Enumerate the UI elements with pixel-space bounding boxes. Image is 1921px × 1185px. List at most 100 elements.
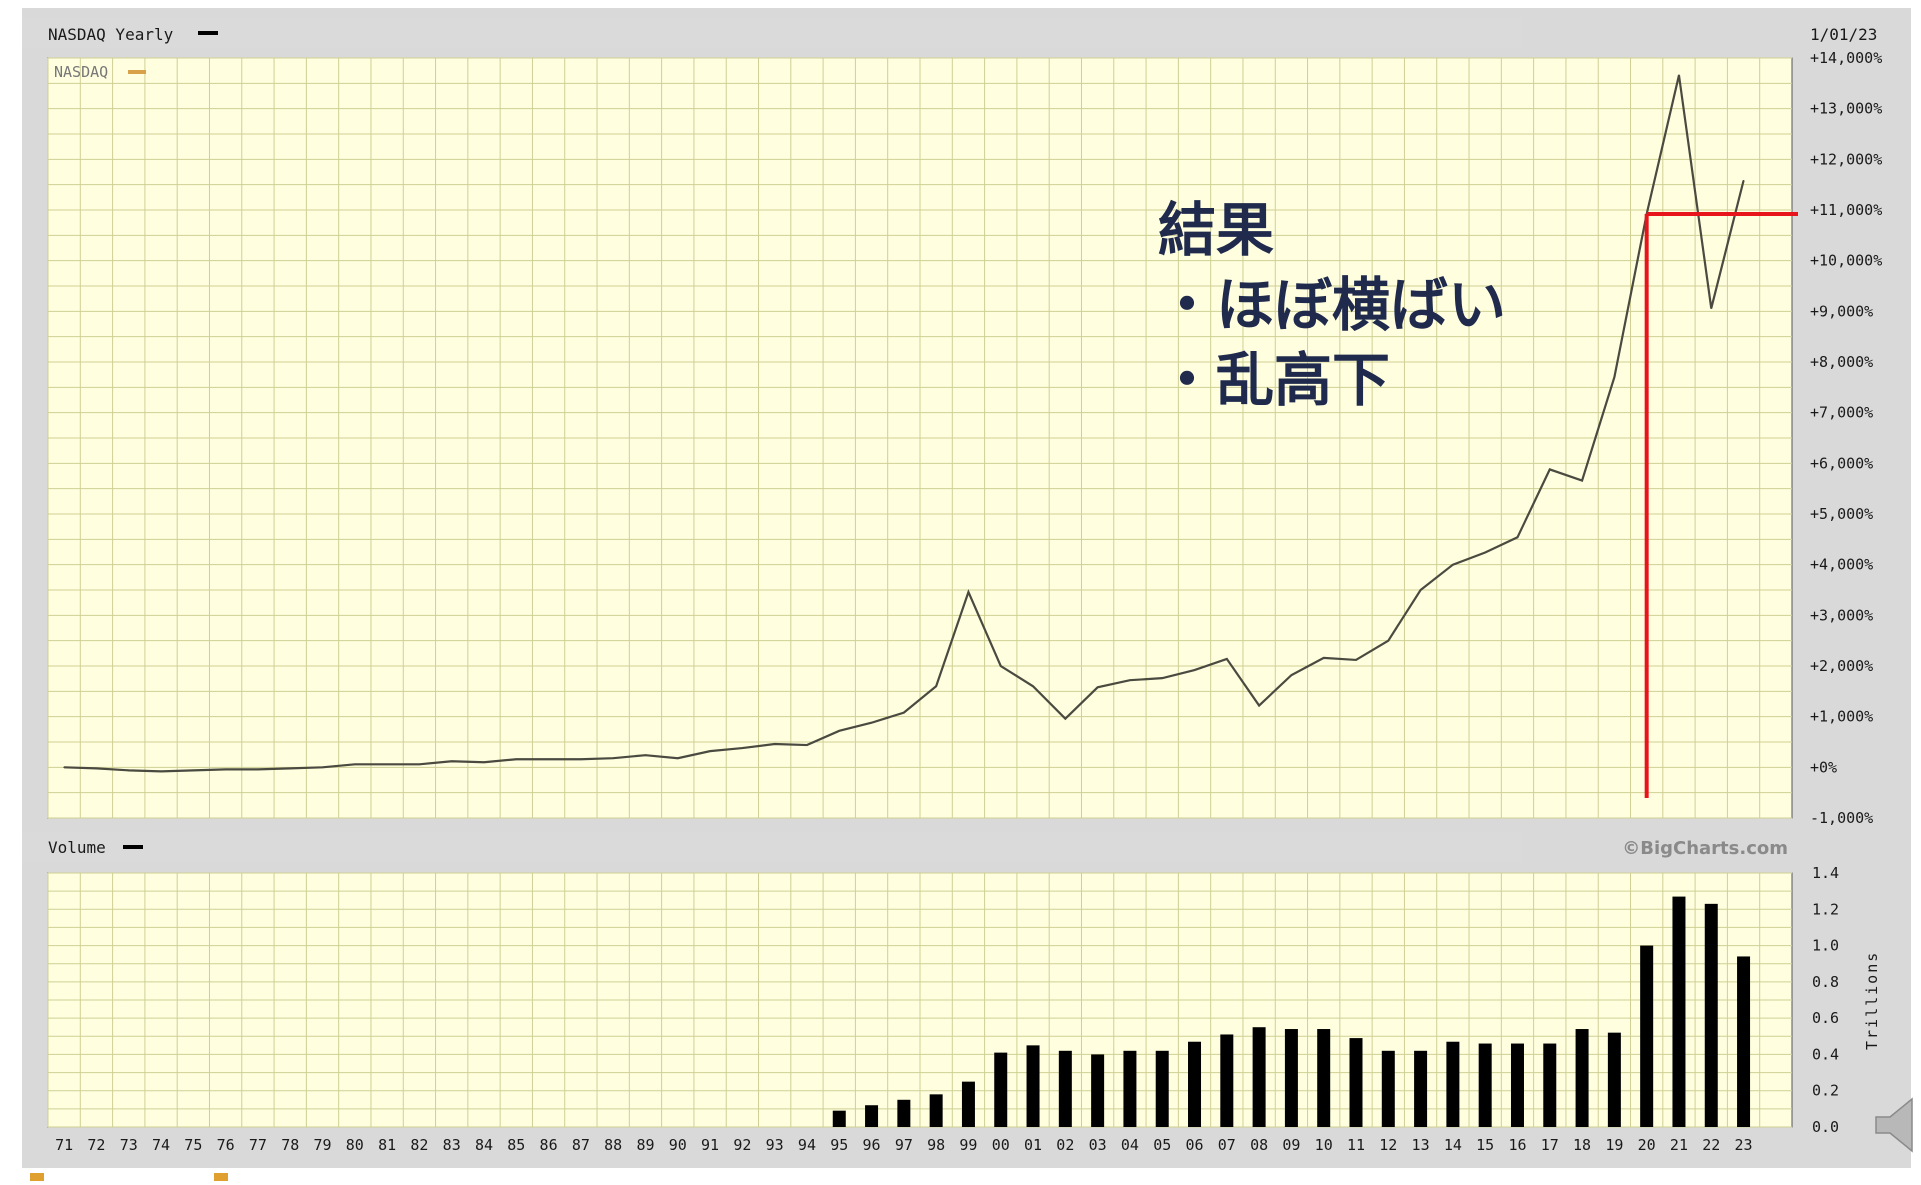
price-y-tick: +1,000% [1810,708,1873,726]
volume-title: Volume [48,838,106,857]
x-tick-label: 72 [87,1136,105,1154]
x-tick-label: 99 [959,1136,977,1154]
volume-bar [1381,1050,1395,1127]
price-point [1678,74,1680,77]
volume-y-tick: 1.2 [1812,900,1839,918]
price-point [1419,589,1422,591]
x-tick-label: 05 [1153,1136,1171,1154]
volume-bar [865,1105,879,1127]
x-tick-label: 80 [346,1136,364,1154]
x-tick-label: 15 [1476,1136,1494,1154]
x-tick-label: 88 [604,1136,622,1154]
x-tick-label: 22 [1702,1136,1720,1154]
volume-y-tick: 0.0 [1812,1118,1839,1136]
price-point [1548,468,1551,471]
x-tick-label: 81 [378,1136,396,1154]
price-point [257,768,259,771]
price-y-tick: +14,000% [1810,49,1882,67]
price-point [1581,479,1583,482]
price-y-tick: +13,000% [1810,100,1882,118]
x-tick-label: 18 [1573,1136,1591,1154]
x-tick-label: 20 [1638,1136,1656,1154]
volume-bar [1123,1050,1137,1127]
header-bar [22,18,1522,48]
price-point [1258,704,1260,707]
price-y-tick: +12,000% [1810,150,1882,168]
price-y-tick: +2,000% [1810,657,1873,675]
price-point [903,711,905,714]
price-point [870,721,873,724]
x-tick-label: 01 [1024,1136,1042,1154]
price-y-tick: -1,000% [1810,809,1873,827]
volume-bar [1091,1054,1105,1127]
x-tick-label: 13 [1412,1136,1430,1154]
volume-bar [1446,1041,1460,1127]
copyright-text: ©BigCharts.com [1622,838,1788,859]
x-tick-label: 95 [830,1136,848,1154]
price-point [1484,551,1486,554]
volume-bar [1672,896,1686,1127]
x-tick-label: 87 [572,1136,590,1154]
price-point [127,769,130,772]
x-tick-label: 19 [1605,1136,1623,1154]
price-point [1290,674,1293,676]
price-point [1193,669,1196,671]
price-grid [47,57,1792,819]
price-point [515,758,518,761]
price-point [709,750,711,752]
price-point [1516,536,1519,539]
x-tick-label: 75 [184,1136,202,1154]
price-point [1064,717,1067,720]
price-y-tick: +3,000% [1810,606,1873,624]
volume-bar [1575,1029,1589,1127]
price-y-tick: +5,000% [1810,505,1873,523]
price-point [1387,639,1390,642]
price-points [63,74,1745,773]
x-tick-label: 12 [1379,1136,1397,1154]
x-tick-label: 74 [152,1136,170,1154]
volume-bar [1026,1045,1040,1127]
x-tick-label: 17 [1541,1136,1559,1154]
x-tick-label: 16 [1508,1136,1526,1154]
x-tick-label: 10 [1315,1136,1333,1154]
x-tick-label: 98 [927,1136,945,1154]
x-tick-label: 07 [1218,1136,1236,1154]
footer-edit-icons[interactable] [30,1173,250,1181]
price-point [1226,658,1228,660]
volume-bar [1607,1032,1621,1127]
x-tick-label: 91 [701,1136,719,1154]
price-y-tick: +10,000% [1810,252,1882,270]
price-y-tick: +0% [1810,758,1837,776]
x-tick-label: 90 [669,1136,687,1154]
price-point [1096,686,1099,689]
price-point [838,730,841,732]
price-point [1452,563,1454,566]
price-y-tick: +6,000% [1810,454,1873,472]
price-y-axis: +14,000% +13,000% +12,000% +11,000% +10,000%… [1810,49,1882,827]
price-point [192,769,195,772]
price-y-tick: +7,000% [1810,404,1873,422]
x-tick-label: 00 [992,1136,1010,1154]
volume-bar [994,1052,1008,1127]
price-point [1613,376,1616,379]
volume-header-bar [22,832,1522,862]
price-point [935,685,937,688]
price-point [612,757,614,760]
volume-bar [1284,1029,1298,1127]
volume-y-tick: 1.4 [1812,864,1839,882]
volume-y-tick: 0.8 [1812,973,1839,991]
speaker-icon[interactable] [1870,1095,1920,1155]
volume-y-axis: 1.4 1.2 1.0 0.8 0.6 0.4 0.2 0.0 [1812,864,1839,1136]
x-tick-label: 08 [1250,1136,1268,1154]
x-tick-label: 02 [1056,1136,1074,1154]
annotation-line-3: ・乱高下 [1158,346,1390,414]
volume-y-label: Trillions [1863,951,1881,1050]
chart-date: 1/01/23 [1810,25,1877,44]
x-tick-label: 86 [540,1136,558,1154]
volume-bar [1510,1043,1524,1127]
volume-bar [1543,1043,1557,1127]
price-legend-label: NASDAQ [54,63,108,81]
x-tick-label: 97 [895,1136,913,1154]
price-point [580,758,582,761]
x-tick-label: 03 [1089,1136,1107,1154]
